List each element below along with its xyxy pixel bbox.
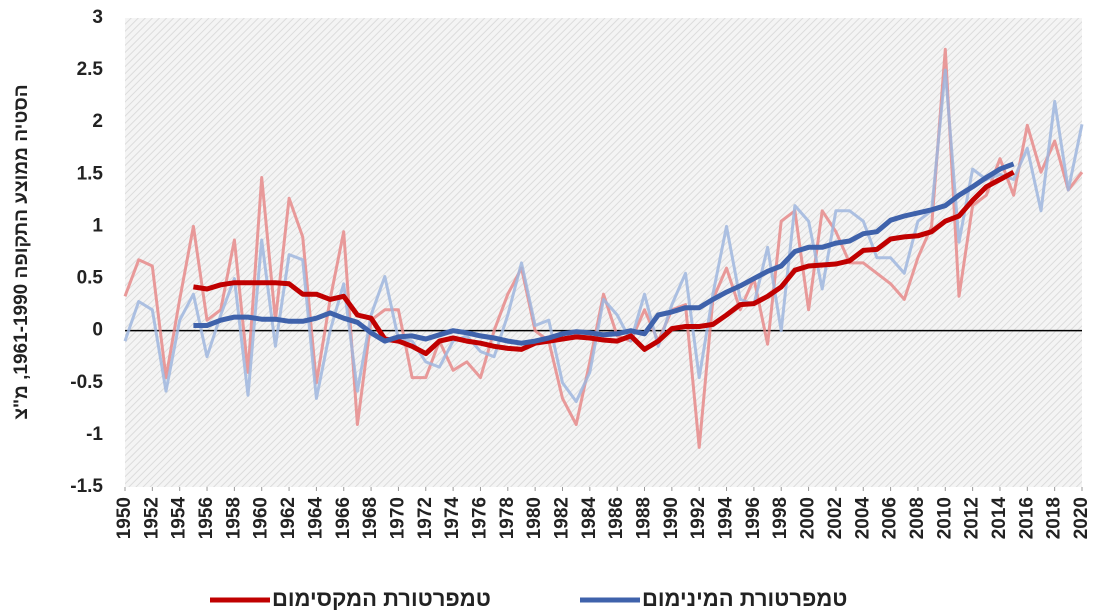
y-tick-label: 3: [92, 7, 103, 28]
x-tick-label: 1992: [688, 497, 709, 539]
x-tick-label: 1994: [716, 497, 737, 540]
series-line: [193, 169, 1015, 357]
x-tick-label: 2012: [962, 497, 983, 539]
y-tick-label: -1: [86, 424, 103, 445]
x-tick-label: 1978: [497, 497, 518, 539]
x-tick-label: 1958: [223, 497, 244, 539]
x-tick-label: 2008: [907, 497, 928, 539]
x-tick-label: 1960: [251, 497, 272, 539]
x-tick-label: 1998: [770, 497, 791, 539]
x-tick-label: 1990: [661, 497, 682, 539]
y-tick-label: -0.5: [70, 372, 103, 393]
x-tick-label: 1982: [552, 497, 573, 539]
x-tick-label: 1976: [469, 497, 490, 539]
x-tick-label: 1986: [606, 497, 627, 539]
x-tick-label: 2014: [989, 497, 1010, 540]
x-tick-label: 1954: [169, 497, 190, 540]
x-tick-label: 2018: [1044, 497, 1065, 539]
x-tick-label: 1964: [305, 497, 326, 540]
y-tick-label: 1: [92, 215, 103, 236]
x-tick-label: 2006: [880, 497, 901, 539]
series-line: [193, 161, 1015, 346]
x-tick-label: 1970: [387, 497, 408, 539]
legend-label: טמפרטורת המקסימום: [272, 586, 491, 611]
y-tick-label: 2.5: [77, 59, 104, 80]
y-tick-label: -1.5: [70, 476, 103, 497]
y-tick-label: 1.5: [77, 163, 104, 184]
x-tick-label: 2000: [798, 497, 819, 539]
y-axis-label: הסטיה ממוצע התקופה 1961-1990, מ"צ: [11, 84, 32, 419]
x-tick-label: 1968: [360, 497, 381, 539]
x-tick-label: 1974: [442, 497, 463, 540]
x-tick-label: 1962: [278, 497, 299, 539]
x-tick-label: 1950: [114, 497, 135, 539]
x-tick-label: 1956: [196, 497, 217, 539]
x-tick-label: 1966: [333, 497, 354, 539]
x-tick-label: 1980: [524, 497, 545, 539]
x-tick-label: 2002: [825, 497, 846, 539]
x-tick-label: 1996: [743, 497, 764, 539]
x-tick-label: 1972: [415, 497, 436, 539]
x-tick-label: 2020: [1071, 497, 1092, 539]
x-tick-label: 2010: [934, 497, 955, 539]
x-tick-label: 1952: [141, 497, 162, 539]
x-tick-label: 1988: [634, 497, 655, 539]
x-tick-label: 1984: [579, 497, 600, 540]
series-line: [123, 47, 1084, 449]
y-tick-label: 0: [92, 320, 103, 341]
x-tick-label: 2016: [1016, 497, 1037, 539]
x-tick-label: 2004: [852, 497, 873, 540]
y-tick-label: 2: [92, 111, 103, 132]
legend-label: טמפרטורת המינימום: [642, 586, 847, 611]
y-tick-label: 0.5: [77, 268, 104, 289]
